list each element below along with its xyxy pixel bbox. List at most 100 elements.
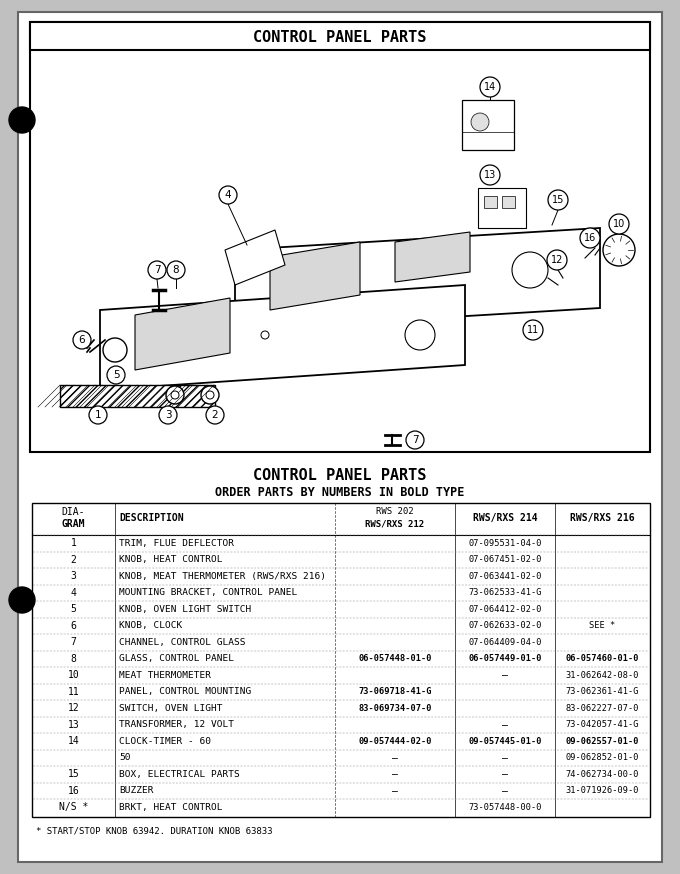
Circle shape [107,366,125,384]
Circle shape [9,107,35,133]
Text: 3: 3 [165,410,171,420]
Text: MOUNTING BRACKET, CONTROL PANEL: MOUNTING BRACKET, CONTROL PANEL [119,588,297,597]
Bar [484,196,497,208]
Text: 4: 4 [71,587,76,598]
Text: GLASS, CONTROL PANEL: GLASS, CONTROL PANEL [119,655,234,663]
Text: —: — [502,670,508,680]
Circle shape [480,165,500,185]
Circle shape [548,190,568,210]
Text: KNOB, MEAT THERMOMETER (RWS/RXS 216): KNOB, MEAT THERMOMETER (RWS/RXS 216) [119,572,326,580]
Text: 15: 15 [551,195,564,205]
Text: 07-064409-04-0: 07-064409-04-0 [469,638,542,647]
Text: 73-057448-00-0: 73-057448-00-0 [469,802,542,812]
Bar [462,100,514,150]
Polygon shape [395,232,470,282]
Text: * START/STOP KNOB 63942. DURATION KNOB 63833: * START/STOP KNOB 63942. DURATION KNOB 6… [36,826,273,835]
Text: TRANSFORMER, 12 VOLT: TRANSFORMER, 12 VOLT [119,720,234,729]
Text: SEE *: SEE * [590,621,615,630]
Circle shape [480,77,500,97]
Circle shape [580,228,600,248]
Text: 13: 13 [484,170,496,180]
Text: SWITCH, OVEN LIGHT: SWITCH, OVEN LIGHT [119,704,222,713]
Text: KNOB, OVEN LIGHT SWITCH: KNOB, OVEN LIGHT SWITCH [119,605,251,614]
Text: 4: 4 [224,190,231,200]
Circle shape [171,391,179,399]
Text: 73-062361-41-G: 73-062361-41-G [566,687,639,697]
Text: TRIM, FLUE DEFLECTOR: TRIM, FLUE DEFLECTOR [119,538,234,548]
Text: 11: 11 [67,687,80,697]
Text: RWS 202: RWS 202 [376,507,414,516]
Polygon shape [100,285,465,390]
Text: 09-057444-02-0: 09-057444-02-0 [358,737,432,746]
Text: BRKT, HEAT CONTROL: BRKT, HEAT CONTROL [119,802,222,812]
Text: 12: 12 [67,704,80,713]
Text: CHANNEL, CONTROL GLASS: CHANNEL, CONTROL GLASS [119,638,245,647]
Circle shape [89,406,107,424]
Text: —: — [502,720,508,730]
Circle shape [261,331,269,339]
Bar [32,503,650,816]
Circle shape [159,406,177,424]
Text: CONTROL PANEL PARTS: CONTROL PANEL PARTS [254,468,426,482]
Text: RWS/RXS 216: RWS/RXS 216 [571,513,635,523]
Text: 10: 10 [67,670,80,680]
Text: BOX, ELECTRICAL PARTS: BOX, ELECTRICAL PARTS [119,770,240,779]
Text: 07-063441-02-0: 07-063441-02-0 [469,572,542,580]
Text: 73-042057-41-G: 73-042057-41-G [566,720,639,729]
Text: 73-069718-41-G: 73-069718-41-G [358,687,432,697]
Bar [60,385,215,407]
Polygon shape [135,298,230,370]
Text: N/S *: N/S * [58,802,88,812]
Bar [502,196,515,208]
Text: CONTROL PANEL PARTS: CONTROL PANEL PARTS [254,31,426,45]
Text: 09-062557-01-0: 09-062557-01-0 [566,737,639,746]
Text: 2: 2 [71,555,76,565]
Text: 10: 10 [613,219,625,229]
Polygon shape [270,242,360,310]
Circle shape [512,252,548,288]
Text: 2: 2 [211,410,218,420]
Text: —: — [392,769,398,780]
Circle shape [167,261,185,279]
Text: 5: 5 [113,370,119,380]
Text: 73-062533-41-G: 73-062533-41-G [469,588,542,597]
Circle shape [609,214,629,234]
Text: 7: 7 [411,435,418,445]
Text: 1: 1 [71,538,76,548]
Text: 7: 7 [71,637,76,648]
Circle shape [166,386,184,404]
Text: 1: 1 [95,410,101,420]
Text: 14: 14 [67,736,80,746]
Text: 16: 16 [584,233,596,243]
Circle shape [73,331,91,349]
Bar [478,188,526,228]
Text: MEAT THERMOMETER: MEAT THERMOMETER [119,670,211,680]
Text: 07-064412-02-0: 07-064412-02-0 [469,605,542,614]
Polygon shape [235,228,600,330]
Text: 50: 50 [119,753,131,762]
Text: 06-057460-01-0: 06-057460-01-0 [566,655,639,663]
Text: 3: 3 [71,572,76,581]
Text: DIA-: DIA- [62,507,85,517]
Circle shape [103,338,127,362]
Circle shape [148,261,166,279]
Text: 12: 12 [551,255,563,265]
Text: 14: 14 [484,82,496,92]
Text: GRAM: GRAM [62,519,85,529]
Circle shape [206,406,224,424]
Text: 6: 6 [71,621,76,631]
Text: 83-062227-07-0: 83-062227-07-0 [566,704,639,713]
Text: PANEL, CONTROL MOUNTING: PANEL, CONTROL MOUNTING [119,687,251,697]
Circle shape [219,186,237,204]
Circle shape [206,391,214,399]
Text: 8: 8 [173,265,180,275]
Text: 8: 8 [71,654,76,663]
Text: 83-069734-07-0: 83-069734-07-0 [358,704,432,713]
Circle shape [406,431,424,449]
Text: 6: 6 [79,335,85,345]
Bar [30,22,650,452]
Circle shape [405,320,435,350]
Text: DESCRIPTION: DESCRIPTION [119,513,184,523]
Text: —: — [502,753,508,763]
Text: 07-067451-02-0: 07-067451-02-0 [469,555,542,565]
